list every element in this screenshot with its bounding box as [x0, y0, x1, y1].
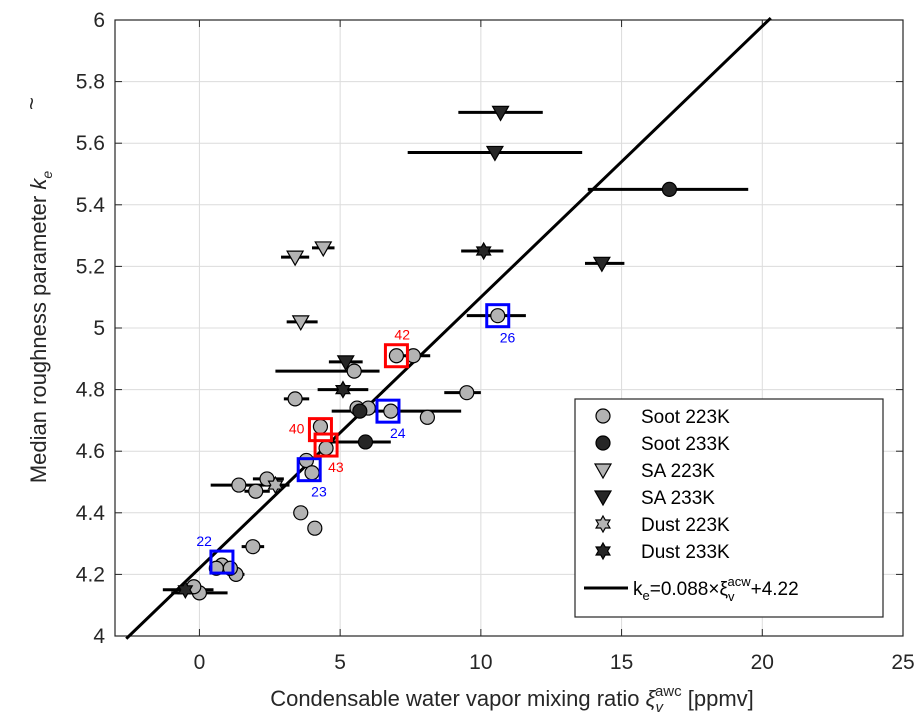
y-axis-ticks: 4 4.2 4.4 4.6 4.8 5 5.2 5.4 5.6 5.8 6 [76, 9, 903, 648]
point-series-1 [661, 181, 678, 197]
point-series-0 [231, 477, 247, 493]
annotation-box [209, 549, 235, 575]
y-tick-label: 5.4 [76, 194, 106, 217]
annotation-label: 22 [196, 533, 212, 549]
point-series-0 [346, 363, 362, 379]
point-series-0 [318, 440, 334, 456]
annotation-box [307, 417, 333, 443]
x-axis-ticks: 0 5 10 15 20 25 [194, 20, 915, 674]
x-tick-label: 20 [751, 651, 774, 674]
point-series-0 [293, 505, 309, 521]
point-series-0 [419, 409, 435, 425]
annotation-box [296, 457, 322, 483]
x-tick-label: 25 [891, 651, 914, 674]
legend-entry-label: Dust 223K [641, 515, 730, 536]
point-series-0 [245, 539, 261, 555]
annotation-box [383, 343, 409, 369]
point-series-0 [287, 391, 303, 407]
point-series-2 [286, 250, 305, 267]
annotation-box [313, 432, 339, 458]
legend: Soot 223K Soot 233K SA 223K SA 233K Dust 223… [574, 398, 884, 618]
legend-entry-label: Soot 223K [641, 407, 730, 428]
y-tick-label: 5.8 [76, 71, 105, 94]
point-series-0 [248, 483, 264, 499]
legend-entry-label: SA 223K [641, 461, 715, 482]
point-series-2 [291, 315, 310, 332]
legend-fit-label: ke=0.088×ξvacw+4.22 [633, 574, 799, 604]
point-series-2 [314, 241, 333, 258]
point-series-3 [491, 105, 510, 122]
annotation-label: 42 [394, 327, 410, 343]
point-series-4 [267, 475, 284, 495]
point-series-5 [334, 380, 351, 399]
y-tick-label: 4.6 [76, 440, 105, 463]
legend-marker [595, 435, 611, 451]
annotations: 22 23 24 26 40 43 42 [196, 303, 516, 575]
point-series-3 [336, 355, 355, 372]
point-series-0 [307, 520, 323, 536]
x-tick-label: 15 [610, 651, 633, 674]
x-tick-label: 0 [194, 651, 206, 674]
point-series-0 [383, 403, 399, 419]
annotation-label: 24 [390, 425, 406, 441]
y-axis-label: Median roughness parameter ke [26, 171, 55, 484]
y-tick-label: 4.4 [76, 502, 106, 525]
legend-box [574, 398, 884, 618]
point-series-1 [352, 403, 368, 419]
y-tick-label: 5 [93, 317, 105, 340]
y-axis-label-tilde: ~ [19, 97, 44, 110]
y-tick-label: 5.6 [76, 132, 105, 155]
annotation-box [375, 398, 401, 424]
point-series-0 [388, 348, 405, 364]
annotation-box [485, 303, 511, 329]
x-tick-label: 10 [469, 651, 492, 674]
y-tick-label: 4.2 [76, 563, 105, 586]
legend-marker [595, 514, 611, 534]
y-tick-label: 6 [93, 9, 105, 32]
legend-entry-label: Dust 233K [641, 542, 730, 563]
point-series-0 [312, 418, 329, 435]
legend-entry-label: Soot 233K [641, 434, 730, 455]
legend-marker [593, 463, 613, 480]
y-tick-label: 4 [93, 625, 105, 648]
y-tick-label: 5.2 [76, 255, 105, 278]
legend-marker [593, 490, 613, 507]
point-series-1 [357, 434, 374, 450]
legend-marker [595, 541, 611, 561]
annotation-label: 26 [500, 330, 516, 346]
point-series-0 [459, 385, 475, 401]
point-series-3 [485, 145, 504, 162]
fit-line [125, 16, 772, 640]
x-tick-label: 5 [334, 651, 346, 674]
point-series-5 [475, 241, 492, 261]
x-axis-label: Condensable water vapor mixing ratio ξva… [270, 683, 754, 716]
annotation-label: 43 [328, 459, 344, 475]
point-series-3 [592, 256, 611, 273]
annotation-label: 23 [311, 484, 327, 500]
point-series-0 [490, 308, 506, 324]
annotation-label: 40 [289, 421, 305, 437]
point-series-5 [177, 580, 194, 600]
data-points [177, 105, 678, 601]
legend-marker [595, 408, 611, 424]
legend-entry-label: SA 233K [641, 488, 715, 509]
point-series-0 [304, 465, 320, 481]
y-tick-label: 4.8 [76, 379, 105, 402]
